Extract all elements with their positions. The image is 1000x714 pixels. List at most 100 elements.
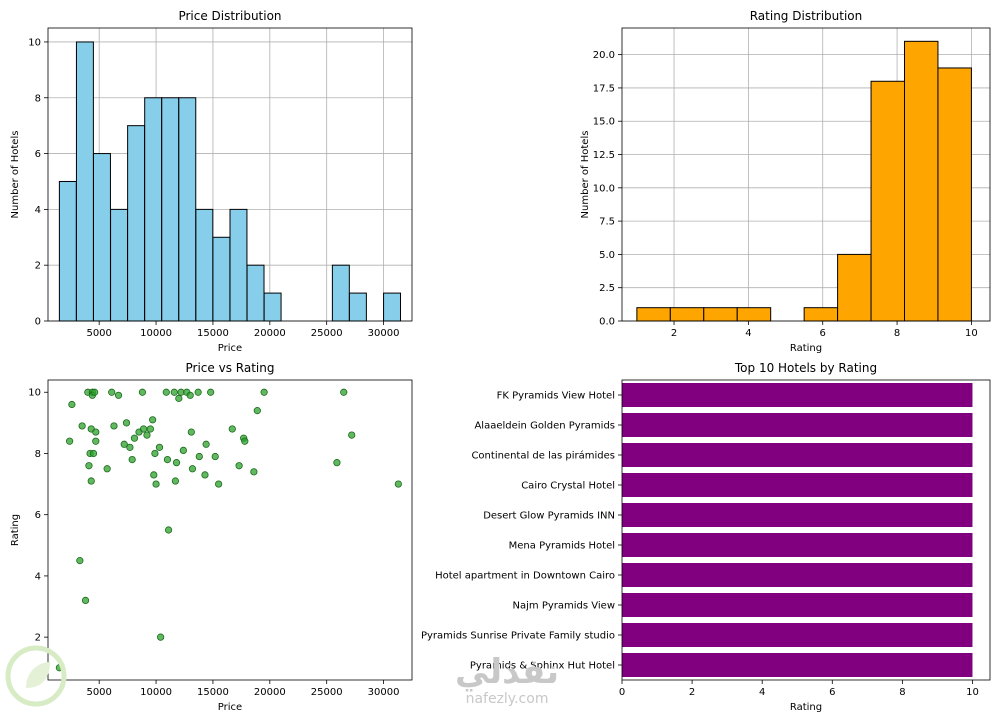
bar	[837, 253, 872, 322]
x-tick-label: 4	[745, 328, 751, 339]
y-tick-label: 0.0	[599, 317, 615, 328]
scatter-point	[146, 425, 154, 433]
bar	[161, 97, 180, 322]
scatter-point	[195, 452, 203, 461]
scatter-point	[108, 388, 116, 396]
scatter-point	[194, 388, 202, 396]
scatter-point	[202, 440, 210, 448]
chart-title: Price vs Rating	[186, 361, 275, 375]
x-axis-label: Rating	[790, 343, 822, 354]
scatter-point	[87, 477, 95, 485]
scatter-point	[130, 434, 139, 442]
scatter-point	[162, 388, 170, 396]
scatter-point	[164, 526, 173, 534]
category-label: Mena Pyramids Hotel	[509, 541, 615, 552]
scatter-point	[128, 455, 136, 464]
scatter-point	[149, 416, 157, 424]
x-tick-label: 6	[829, 687, 835, 698]
bar	[212, 236, 231, 322]
y-tick-label: 5.0	[599, 250, 615, 261]
x-tick-label: 5000	[86, 687, 111, 698]
scatter-point	[114, 391, 123, 399]
scatter-point	[78, 422, 86, 430]
bar	[331, 264, 350, 322]
scatter-point	[186, 391, 194, 399]
y-tick-label: 8	[35, 449, 41, 460]
bar	[622, 533, 973, 557]
y-tick-label: 10.0	[593, 183, 615, 194]
bar	[622, 563, 973, 587]
scatter-point	[103, 465, 111, 473]
x-tick-label: 2	[689, 687, 695, 698]
x-tick-label: 25000	[311, 328, 343, 339]
category-label: Pyramids & Sphinx Hut Hotel	[470, 661, 615, 672]
scatter-point	[250, 468, 258, 476]
bar	[622, 473, 973, 497]
scatter-point	[89, 449, 98, 458]
y-tick-label: 6	[35, 149, 41, 160]
bar	[622, 593, 973, 617]
scatter-point	[175, 394, 183, 402]
category-label: Hotel apartment in Downtown Cairo	[435, 571, 615, 582]
scatter-point	[260, 388, 268, 396]
bar	[110, 208, 129, 322]
y-axis-label: Rating	[10, 514, 21, 546]
x-axis-label: Price	[218, 702, 242, 713]
scatter-point	[92, 437, 100, 445]
y-tick-label: 4	[35, 571, 41, 582]
x-tick-label: 5000	[86, 328, 111, 339]
scatter-point	[188, 465, 197, 473]
scatter-point	[152, 480, 160, 488]
bar	[622, 383, 973, 407]
watermark-leaf-logo	[0, 640, 80, 714]
x-tick-label: 25000	[311, 687, 343, 698]
category-label: Desert Glow Pyramids INN	[483, 511, 615, 522]
category-label: Alaaeldein Golden Pyramids	[474, 421, 615, 432]
y-tick-label: 2.5	[599, 283, 615, 294]
scatter-point	[170, 388, 178, 396]
x-axis-label: Price	[218, 343, 242, 354]
y-tick-label: 15.0	[593, 117, 615, 128]
x-tick-label: 10000	[140, 687, 172, 698]
chart-title: Top 10 Hotels by Rating	[734, 361, 877, 375]
rating_hist-chart: Rating Distribution 2 4 6 8 10 0.0 2.5 5.0 7.5 10.…	[580, 9, 991, 354]
scatter-point	[163, 455, 172, 464]
scatter-point	[76, 557, 84, 565]
scatter-point	[138, 388, 147, 396]
scatter-point	[151, 449, 159, 458]
y-tick-label: 2	[35, 633, 41, 644]
y-tick-label: 10	[28, 37, 41, 48]
category-label: Najm Pyramids View	[513, 601, 615, 612]
bar	[229, 208, 248, 322]
scatter-point	[85, 462, 93, 470]
scatter-point	[110, 422, 118, 430]
bar	[246, 264, 265, 322]
bar	[127, 125, 146, 322]
bar	[263, 292, 282, 322]
bar	[803, 307, 839, 322]
scatter-point	[91, 388, 99, 396]
x-tick-label: 15000	[197, 328, 229, 339]
chart-title: Price Distribution	[178, 9, 281, 23]
scatter-point	[340, 388, 348, 396]
bar	[348, 292, 367, 322]
bar	[58, 180, 77, 322]
scatter-point	[150, 471, 158, 479]
leaf-icon	[5, 645, 67, 707]
y-tick-label: 17.5	[593, 83, 615, 94]
y-tick-label: 20.0	[593, 50, 615, 61]
top10_bar-chart: Top 10 Hotels by Rating FK Pyramids View …	[421, 361, 991, 713]
price_rating_scatter-chart: Price vs Rating 5000 10000 15000 20000 25000 3…	[10, 361, 413, 713]
scatter-point	[171, 477, 179, 485]
y-tick-label: 8	[35, 93, 41, 104]
bar	[144, 97, 163, 322]
scatter-point	[201, 471, 209, 479]
x-tick-label: 2	[671, 328, 677, 339]
bar	[703, 307, 738, 322]
x-tick-label: 10	[965, 328, 978, 339]
x-tick-label: 10000	[140, 328, 172, 339]
x-tick-label: 8	[899, 687, 905, 698]
bar	[622, 623, 973, 647]
bar	[736, 307, 772, 322]
